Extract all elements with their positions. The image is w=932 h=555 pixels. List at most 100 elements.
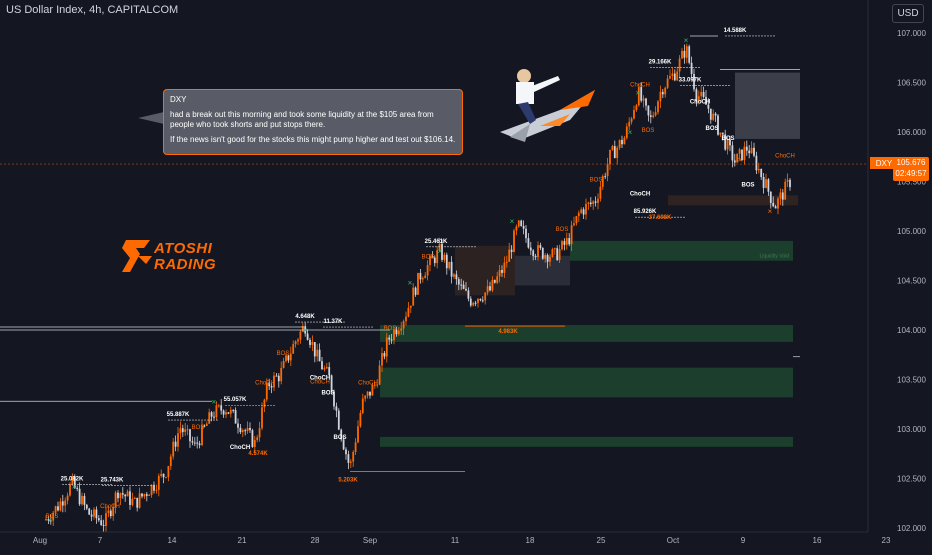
candle-body — [628, 121, 631, 127]
candle-body — [489, 286, 491, 291]
price-axis[interactable]: 102.000 102.500 103.000 103.500 104.000 104.5… — [867, 0, 932, 550]
candle-body — [561, 241, 563, 250]
candle-body — [321, 361, 323, 370]
candle-body — [412, 287, 415, 306]
time-tick-label: 16 — [813, 536, 822, 545]
candle-body — [78, 488, 81, 505]
candle-body — [376, 384, 379, 386]
candle-body — [364, 395, 367, 399]
pivot-label: 4.574K — [248, 451, 268, 457]
candle-body — [481, 300, 484, 302]
candle-body — [52, 512, 55, 521]
price-tick-label: 103.500 — [897, 376, 926, 385]
candle-body — [297, 339, 299, 342]
candle-body — [263, 399, 266, 408]
candle-body — [654, 112, 657, 116]
candle-body — [635, 105, 638, 110]
brand-logo: ATOSHI RADING — [120, 236, 230, 276]
candle-body — [431, 256, 434, 258]
candle-body — [66, 495, 69, 501]
candle-body — [342, 439, 345, 450]
candle-body — [71, 476, 74, 484]
structure-label: BOS — [705, 126, 718, 132]
pivot-label: 5.203K — [338, 478, 358, 484]
candle-body — [198, 443, 201, 446]
candle-body — [503, 262, 506, 273]
chart-title: US Dollar Index, 4h, CAPITALCOM — [6, 4, 179, 16]
candle-body — [333, 391, 335, 407]
structure-label: ChoCH — [690, 99, 710, 105]
candle-body — [517, 220, 520, 227]
candle-body — [76, 487, 79, 489]
candle-body — [167, 466, 170, 478]
candle-body — [357, 426, 359, 443]
candle-body — [580, 209, 583, 213]
candle-body — [160, 473, 163, 476]
candle-body — [309, 339, 311, 345]
swing-marker-icon: × — [684, 36, 689, 45]
candle-body — [129, 491, 131, 505]
candle-body — [719, 132, 722, 135]
candle-body — [520, 220, 523, 226]
candle-body — [419, 272, 422, 280]
candle-body — [443, 254, 446, 260]
price-tick-label: 106.500 — [897, 79, 926, 88]
candle-body — [695, 89, 698, 101]
pivot-label: 85.926K — [634, 209, 657, 215]
candle-body — [664, 87, 667, 95]
candle-body — [57, 506, 59, 511]
candle-body — [229, 409, 232, 414]
candle-body — [544, 254, 547, 259]
time-tick-label: 21 — [238, 536, 247, 545]
candle-body — [409, 305, 412, 308]
candle-body — [59, 501, 62, 511]
candle-body — [597, 198, 599, 203]
candle-body — [472, 302, 475, 306]
structure-label: BOS — [422, 255, 435, 261]
candle-body — [587, 202, 590, 204]
candle-body — [371, 384, 374, 396]
candle-body — [568, 238, 571, 245]
candle-body — [395, 329, 398, 335]
candle-body — [673, 73, 676, 81]
candle-body — [239, 427, 242, 433]
zone-demand — [380, 325, 793, 342]
candle-body — [330, 375, 333, 392]
candle-body — [784, 181, 787, 200]
structure-label: ChoCH — [255, 380, 275, 386]
candle-body — [613, 146, 616, 159]
candle-body — [196, 442, 199, 444]
candle-body — [565, 238, 568, 245]
candle-body — [390, 339, 393, 341]
candle-body — [683, 50, 686, 58]
candle-body — [671, 73, 674, 77]
time-axis[interactable]: Aug 7 14 21 28 Sep 11 18 25 Oct 9 16 23 — [0, 531, 891, 545]
candle-body — [249, 427, 251, 431]
callout-note[interactable]: DXY had a break out this morning and too… — [163, 89, 463, 155]
candle-body — [606, 164, 609, 177]
candle-body — [337, 410, 340, 430]
candle-body — [265, 382, 268, 400]
candle-body — [385, 337, 388, 357]
candle-body — [498, 269, 501, 277]
candle-body — [736, 153, 739, 163]
candle-body — [681, 50, 683, 59]
candle-body — [755, 155, 758, 171]
candle-body — [117, 492, 119, 499]
time-tick-label: 9 — [741, 536, 746, 545]
candle-body — [179, 428, 182, 434]
candle-body — [570, 225, 573, 245]
candle-body — [525, 228, 527, 239]
candle-body — [407, 307, 410, 317]
candle-body — [203, 425, 206, 427]
price-tick-label: 102.500 — [897, 475, 926, 484]
candle-body — [508, 249, 511, 262]
candle-body — [637, 87, 640, 106]
candle-body — [277, 375, 280, 382]
currency-button[interactable]: USD — [892, 4, 924, 23]
candle-body — [750, 147, 753, 154]
structure-label: ChoCH — [100, 504, 120, 510]
candle-body — [541, 247, 544, 259]
